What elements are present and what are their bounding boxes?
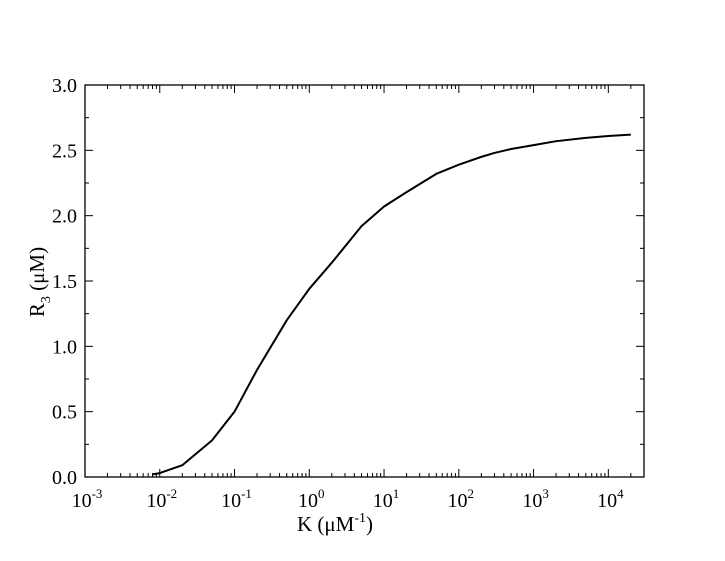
x-tick-label: 10-3: [72, 486, 103, 512]
y-axis-title: R3 (μM): [25, 247, 54, 317]
y-tick-label: 1.5: [52, 271, 77, 293]
y-tick-label: 3.0: [52, 75, 77, 97]
series-line-0: [152, 133, 631, 476]
x-axis-title: K (μM-1): [297, 511, 373, 536]
series-lines: [152, 133, 631, 476]
x-tick-label: 104: [597, 486, 624, 512]
x-tick-label: 101: [373, 486, 400, 512]
y-tick-label: 0.0: [52, 467, 77, 489]
y-tick-label: 0.5: [52, 402, 77, 424]
plot-frame: [84, 84, 645, 478]
x-tick-label: 10-2: [146, 486, 177, 512]
x-tick-label: 100: [298, 486, 325, 512]
y-tick-labels: 0.0 0.5 1.0 1.5 2.0 2.5 3.0: [52, 75, 77, 489]
x-tick-labels: 10-3 10-2 10-1 100 101 102 103 104: [72, 486, 625, 512]
y-tick-label: 1.0: [52, 336, 77, 358]
x-tick-label: 102: [448, 486, 475, 512]
axis-ticks: [84, 84, 645, 478]
x-tick-label: 10-1: [221, 486, 252, 512]
y-tick-label: 2.5: [52, 140, 77, 162]
x-tick-label: 103: [522, 486, 549, 512]
y-tick-label: 2.0: [52, 206, 77, 228]
